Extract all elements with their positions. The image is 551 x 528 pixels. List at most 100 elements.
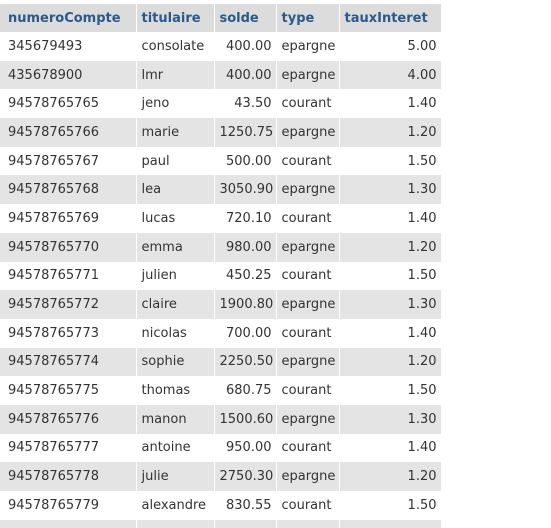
table-cell-tauxInteret: 5.00: [339, 32, 442, 61]
results-table-container: numeroCompte titulaire solde type tauxIn…: [0, 4, 442, 528]
table-cell-empty: [339, 519, 442, 528]
column-header-titulaire[interactable]: titulaire: [136, 4, 215, 32]
table-cell-tauxInteret: 1.20: [339, 232, 442, 262]
table-cell-solde: 680.75: [214, 376, 277, 405]
table-row[interactable]: 94578765769 lucas 720.10 courant 1.40: [0, 204, 442, 233]
table-row[interactable]: 94578765773 nicolas 700.00 courant 1.40: [0, 318, 442, 348]
table-cell-solde: 400.00: [214, 60, 277, 90]
table-cell-tauxInteret: 1.40: [339, 204, 442, 233]
table-cell-type: courant: [276, 491, 340, 520]
table-cell-numeroCompte: 94578765769: [0, 204, 137, 233]
table-row[interactable]: 94578765777 antoine 950.00 courant 1.40: [0, 433, 442, 463]
table-cell-empty: [276, 519, 340, 528]
table-cell-titulaire: emma: [136, 232, 215, 262]
table-cell-type: courant: [276, 89, 340, 119]
table-cell-numeroCompte: 94578765773: [0, 318, 137, 348]
table-row[interactable]: 94578765765 jeno 43.50 courant 1.40: [0, 89, 442, 119]
table-cell-solde: 830.55: [214, 491, 277, 520]
table-cell-tauxInteret: 1.50: [339, 491, 442, 520]
table-cell-type: epargne: [276, 462, 340, 491]
table-row[interactable]: 94578765767 paul 500.00 courant 1.50: [0, 146, 442, 176]
table-cell-solde: 720.10: [214, 204, 277, 233]
table-cell-solde: 980.00: [214, 232, 277, 262]
table-cell-titulaire: alexandre: [136, 491, 215, 520]
table-cell-titulaire: julie: [136, 462, 215, 491]
table-cell-type: courant: [276, 146, 340, 176]
table-cell-tauxInteret: 1.50: [339, 261, 442, 291]
table-cell-tauxInteret: 1.40: [339, 89, 442, 119]
table-cell-tauxInteret: 1.20: [339, 118, 442, 147]
table-cell-tauxInteret: 1.40: [339, 433, 442, 463]
table-cell-titulaire: antoine: [136, 433, 215, 463]
table-body: 345679493 consolate 400.00 epargne 5.00 43567…: [0, 32, 442, 528]
table-cell-titulaire: nicolas: [136, 318, 215, 348]
table-cell-numeroCompte: 94578765779: [0, 491, 137, 520]
table-cell-solde: 1900.80: [214, 290, 277, 319]
table-cell-type: courant: [276, 433, 340, 463]
table-cell-tauxInteret: 1.20: [339, 462, 442, 491]
table-cell-type: courant: [276, 318, 340, 348]
table-cell-titulaire: sophie: [136, 347, 215, 377]
table-cell-type: epargne: [276, 404, 340, 434]
table-cell-titulaire: manon: [136, 404, 215, 434]
table-cell-titulaire: jeno: [136, 89, 215, 119]
table-cell-empty: [214, 519, 277, 528]
table-cell-type: epargne: [276, 232, 340, 262]
table-row[interactable]: 94578765770 emma 980.00 epargne 1.20: [0, 232, 442, 262]
table-cell-tauxInteret: 1.50: [339, 146, 442, 176]
table-cell-solde: 700.00: [214, 318, 277, 348]
column-header-tauxInteret[interactable]: tauxInteret: [339, 4, 442, 32]
table-cell-type: epargne: [276, 347, 340, 377]
column-header-numeroCompte[interactable]: numeroCompte: [0, 4, 137, 32]
table-row[interactable]: 94578765779 alexandre 830.55 courant 1.50: [0, 491, 442, 520]
table-cell-solde: 500.00: [214, 146, 277, 176]
table-row[interactable]: 94578765778 julie 2750.30 epargne 1.20: [0, 462, 442, 491]
table-cell-empty: [136, 519, 215, 528]
table-row[interactable]: 94578765775 thomas 680.75 courant 1.50: [0, 376, 442, 405]
table-cell-numeroCompte: 94578765774: [0, 347, 137, 377]
table-cell-titulaire: lea: [136, 175, 215, 205]
table-header-row: numeroCompte titulaire solde type tauxIn…: [0, 4, 442, 32]
table-row[interactable]: 94578765768 lea 3050.90 epargne 1.30: [0, 175, 442, 205]
table-cell-tauxInteret: 1.40: [339, 318, 442, 348]
table-cell-type: epargne: [276, 175, 340, 205]
table-cell-solde: 3050.90: [214, 175, 277, 205]
table-cell-tauxInteret: 1.50: [339, 376, 442, 405]
column-header-type[interactable]: type: [276, 4, 340, 32]
table-cell-titulaire: julien: [136, 261, 215, 291]
table-cell-tauxInteret: 1.30: [339, 175, 442, 205]
table-cell-numeroCompte: 345679493: [0, 32, 137, 61]
table-row[interactable]: 94578765771 julien 450.25 courant 1.50: [0, 261, 442, 291]
table-cell-titulaire: paul: [136, 146, 215, 176]
table-row[interactable]: 94578765776 manon 1500.60 epargne 1.30: [0, 404, 442, 434]
table-cell-numeroCompte: 94578765770: [0, 232, 137, 262]
table-cell-solde: 43.50: [214, 89, 277, 119]
table-cell-tauxInteret: 1.30: [339, 290, 442, 319]
table-cell-type: epargne: [276, 118, 340, 147]
table-cell-numeroCompte: 94578765778: [0, 462, 137, 491]
table-cell-titulaire: marie: [136, 118, 215, 147]
table-cell-numeroCompte: 94578765768: [0, 175, 137, 205]
table-cell-tauxInteret: 4.00: [339, 60, 442, 90]
table-cell-solde: 1500.60: [214, 404, 277, 434]
table-cell-type: epargne: [276, 60, 340, 90]
table-row[interactable]: 94578765766 marie 1250.75 epargne 1.20: [0, 118, 442, 147]
table-cell-type: courant: [276, 376, 340, 405]
table-cell-tauxInteret: 1.20: [339, 347, 442, 377]
table-cell-numeroCompte: 94578765777: [0, 433, 137, 463]
table-cell-numeroCompte: 94578765767: [0, 146, 137, 176]
table-row[interactable]: [0, 519, 442, 528]
table-row[interactable]: 94578765772 claire 1900.80 epargne 1.30: [0, 290, 442, 319]
table-cell-solde: 950.00: [214, 433, 277, 463]
column-header-solde[interactable]: solde: [214, 4, 277, 32]
results-table: numeroCompte titulaire solde type tauxIn…: [0, 4, 442, 528]
table-row[interactable]: 435678900 lmr 400.00 epargne 4.00: [0, 60, 442, 90]
table-cell-solde: 2750.30: [214, 462, 277, 491]
table-row[interactable]: 94578765774 sophie 2250.50 epargne 1.20: [0, 347, 442, 377]
table-cell-tauxInteret: 1.30: [339, 404, 442, 434]
table-cell-solde: 1250.75: [214, 118, 277, 147]
table-cell-titulaire: claire: [136, 290, 215, 319]
table-cell-type: courant: [276, 261, 340, 291]
table-cell-numeroCompte: 435678900: [0, 60, 137, 90]
table-row[interactable]: 345679493 consolate 400.00 epargne 5.00: [0, 32, 442, 61]
